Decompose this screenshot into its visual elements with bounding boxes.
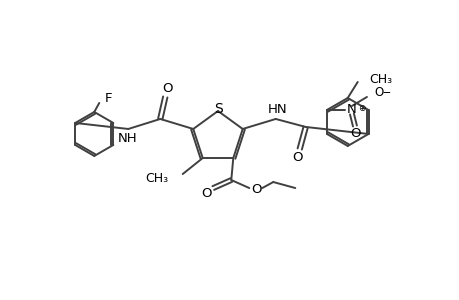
Text: F: F [104, 92, 112, 106]
Text: O: O [201, 187, 211, 200]
Text: NH: NH [117, 133, 137, 146]
Text: O‒: O‒ [373, 86, 390, 100]
Text: ⊕: ⊕ [357, 104, 364, 113]
Text: CH₃: CH₃ [146, 172, 168, 184]
Text: O: O [292, 152, 302, 164]
Text: O: O [350, 128, 360, 140]
Text: HN: HN [267, 103, 287, 116]
Text: O: O [251, 182, 261, 196]
Text: CH₃: CH₃ [369, 74, 392, 86]
Text: N: N [346, 103, 356, 116]
Text: O: O [162, 82, 172, 95]
Text: S: S [214, 102, 223, 116]
